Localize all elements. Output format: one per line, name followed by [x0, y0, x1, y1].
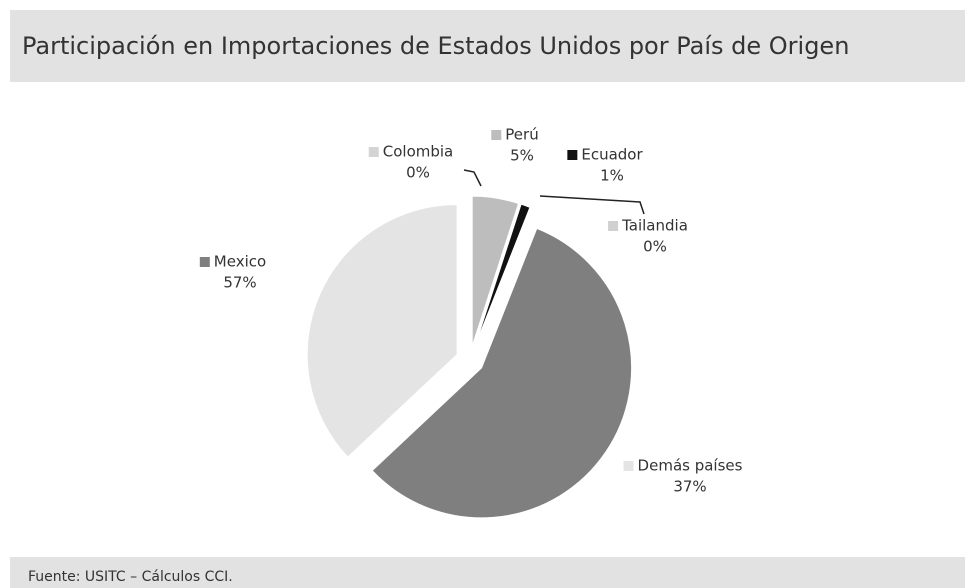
- slice-label: Perú: [505, 126, 538, 144]
- value-label: 1%: [600, 167, 624, 185]
- chart-title: Participación en Importaciones de Estado…: [22, 32, 849, 60]
- pie-slice: [306, 203, 458, 458]
- pie-slice: [474, 207, 531, 348]
- value-label: 5%: [510, 147, 534, 165]
- footer-bar: [10, 557, 965, 588]
- legend-swatch: [491, 130, 502, 140]
- pie-slice: [371, 227, 633, 519]
- value-label: 0%: [406, 164, 430, 182]
- slice-label: Mexico: [214, 253, 266, 271]
- legend-swatch: [623, 461, 634, 471]
- slice-label: Demás países: [638, 457, 743, 475]
- value-label: 37%: [673, 478, 706, 496]
- legend-swatch: [368, 147, 379, 157]
- value-label: 0%: [643, 238, 667, 256]
- title-bar: [10, 10, 965, 82]
- legend-swatch: [608, 221, 619, 231]
- pie-slice: [471, 195, 520, 347]
- leader-line: [539, 195, 645, 215]
- slice-label: Tailandia: [621, 217, 688, 235]
- legend-swatch: [567, 150, 578, 160]
- footnote: Fuente: USITC – Cálculos CCI.: [28, 569, 233, 585]
- slice-label: Ecuador: [581, 146, 643, 164]
- slice-label: Colombia: [383, 143, 454, 161]
- value-label: 57%: [223, 274, 256, 292]
- leader-line: [463, 169, 482, 187]
- legend-swatch: [199, 257, 210, 267]
